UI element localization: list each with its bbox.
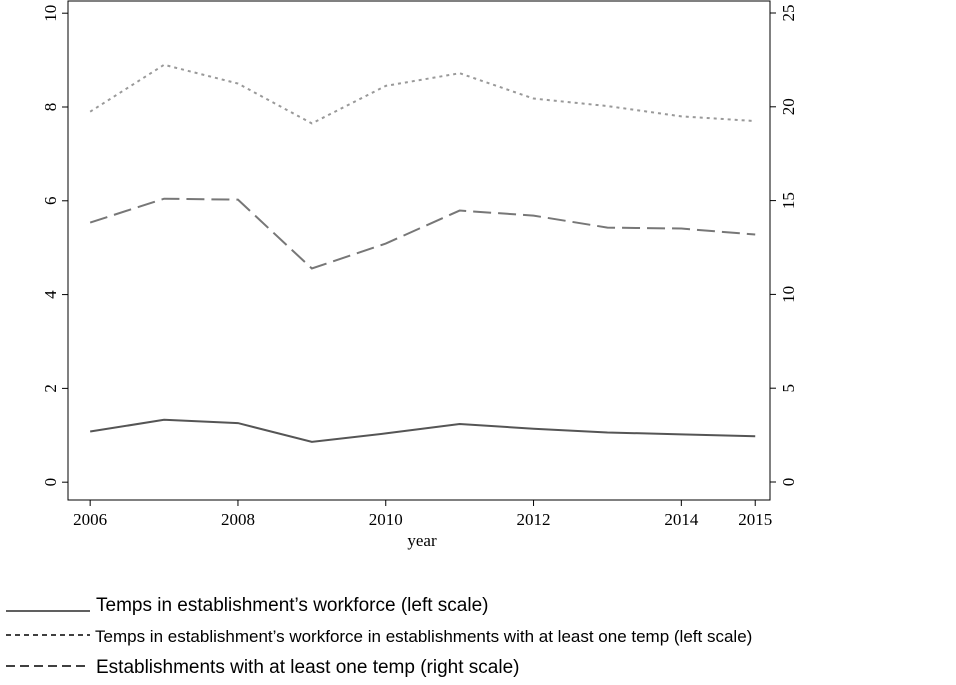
y2-tick-label: 10 xyxy=(779,286,798,303)
legend-label: Establishments with at least one temp (r… xyxy=(96,657,519,678)
x-tick-label: 2006 xyxy=(73,510,107,529)
y-tick-label: 0 xyxy=(41,478,60,487)
x-tick-label: 2012 xyxy=(517,510,551,529)
x-axis-label: year xyxy=(407,531,437,550)
y-tick-label: 4 xyxy=(41,290,60,299)
x-tick-label: 2010 xyxy=(369,510,403,529)
x-tick-label: 2015 xyxy=(738,510,772,529)
y2-tick-label: 25 xyxy=(779,5,798,22)
x-tick-label: 2008 xyxy=(221,510,255,529)
y2-tick-label: 15 xyxy=(779,192,798,209)
y-tick-label: 8 xyxy=(41,103,60,112)
y2-tick-label: 0 xyxy=(779,478,798,487)
legend-label: Temps in establishment’s workforce (left… xyxy=(96,595,488,616)
series-line xyxy=(89,63,756,125)
y2-tick-label: 20 xyxy=(779,98,798,115)
y-tick-label: 10 xyxy=(41,5,60,22)
y-tick-label: 2 xyxy=(41,384,60,393)
y2-tick-label: 5 xyxy=(779,384,798,393)
y-tick-label: 6 xyxy=(41,197,60,206)
x-tick-label: 2014 xyxy=(664,510,699,529)
series-line xyxy=(90,418,756,443)
plot-frame xyxy=(67,0,771,501)
legend-label: Temps in establishment’s workforce in es… xyxy=(95,627,752,646)
series-line xyxy=(89,197,756,270)
